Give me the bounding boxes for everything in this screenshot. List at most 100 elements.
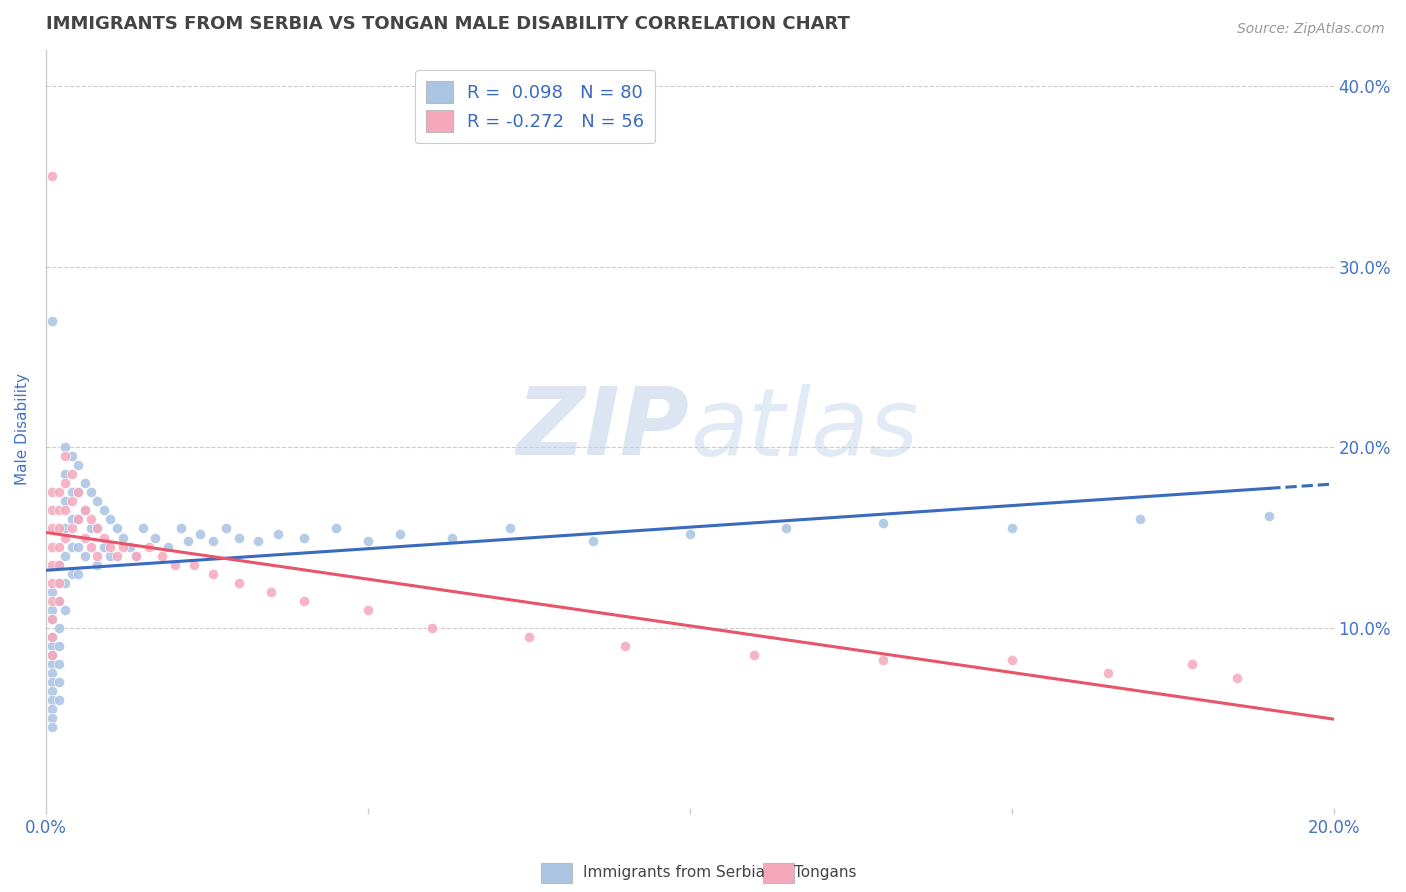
Point — [105, 549, 128, 563]
Point — [1097, 665, 1119, 680]
Point — [80, 521, 103, 535]
Point — [67, 512, 90, 526]
Point — [105, 521, 128, 535]
Point — [48, 558, 70, 572]
Point — [742, 648, 765, 662]
Point — [614, 639, 637, 653]
Point — [41, 702, 63, 716]
Point — [41, 593, 63, 607]
Point — [53, 503, 76, 517]
Point — [98, 540, 121, 554]
Point — [41, 711, 63, 725]
Point — [53, 449, 76, 463]
Point — [112, 540, 135, 554]
Text: Source: ZipAtlas.com: Source: ZipAtlas.com — [1237, 22, 1385, 37]
Point — [60, 467, 83, 482]
Point — [53, 531, 76, 545]
Point — [67, 485, 90, 500]
Point — [41, 169, 63, 184]
Point — [389, 527, 412, 541]
Point — [41, 630, 63, 644]
Text: ZIP: ZIP — [517, 384, 690, 475]
Point — [41, 584, 63, 599]
Text: Immigrants from Serbia: Immigrants from Serbia — [583, 865, 765, 880]
Point — [41, 612, 63, 626]
Point — [48, 593, 70, 607]
Point — [131, 521, 153, 535]
Point — [48, 593, 70, 607]
Point — [498, 521, 520, 535]
Point — [60, 494, 83, 508]
Point — [80, 540, 103, 554]
Point — [872, 653, 894, 667]
Point — [679, 527, 702, 541]
Point — [93, 503, 115, 517]
Point — [53, 494, 76, 508]
Point — [53, 549, 76, 563]
Point — [41, 684, 63, 698]
Point — [60, 566, 83, 581]
Point — [60, 485, 83, 500]
Point — [93, 531, 115, 545]
Point — [41, 558, 63, 572]
Point — [872, 516, 894, 530]
Point — [48, 485, 70, 500]
Point — [48, 503, 70, 517]
Point — [215, 521, 238, 535]
Text: atlas: atlas — [690, 384, 918, 475]
Point — [48, 558, 70, 572]
Point — [41, 612, 63, 626]
Point — [420, 621, 443, 635]
Point — [73, 503, 96, 517]
Point — [41, 521, 63, 535]
Point — [80, 485, 103, 500]
Text: IMMIGRANTS FROM SERBIA VS TONGAN MALE DISABILITY CORRELATION CHART: IMMIGRANTS FROM SERBIA VS TONGAN MALE DI… — [46, 15, 849, 33]
Point — [73, 476, 96, 491]
Point — [41, 575, 63, 590]
Point — [202, 566, 225, 581]
Point — [112, 531, 135, 545]
Point — [41, 693, 63, 707]
Point — [67, 540, 90, 554]
Point — [125, 549, 148, 563]
Point — [48, 575, 70, 590]
Point — [228, 575, 250, 590]
Point — [48, 621, 70, 635]
Point — [41, 630, 63, 644]
Point — [60, 521, 83, 535]
Point — [267, 527, 290, 541]
Point — [98, 512, 121, 526]
Point — [86, 521, 108, 535]
Point — [41, 675, 63, 690]
Point — [1258, 508, 1281, 523]
Point — [60, 512, 83, 526]
Point — [48, 575, 70, 590]
Point — [53, 467, 76, 482]
Point — [41, 720, 63, 734]
Point — [582, 534, 605, 549]
Point — [86, 494, 108, 508]
Point — [157, 540, 180, 554]
Point — [60, 540, 83, 554]
Point — [53, 440, 76, 454]
Point — [48, 657, 70, 671]
Point — [67, 458, 90, 473]
Point — [93, 540, 115, 554]
Point — [118, 540, 141, 554]
Point — [86, 558, 108, 572]
Point — [202, 534, 225, 549]
Point — [1181, 657, 1204, 671]
Point — [247, 534, 270, 549]
Point — [125, 549, 148, 563]
Point — [53, 575, 76, 590]
Text: Tongans: Tongans — [794, 865, 856, 880]
Point — [41, 503, 63, 517]
Point — [41, 485, 63, 500]
Point — [53, 476, 76, 491]
Point — [48, 693, 70, 707]
Point — [67, 566, 90, 581]
Point — [41, 648, 63, 662]
Point — [183, 558, 205, 572]
Point — [41, 314, 63, 328]
Point — [60, 449, 83, 463]
